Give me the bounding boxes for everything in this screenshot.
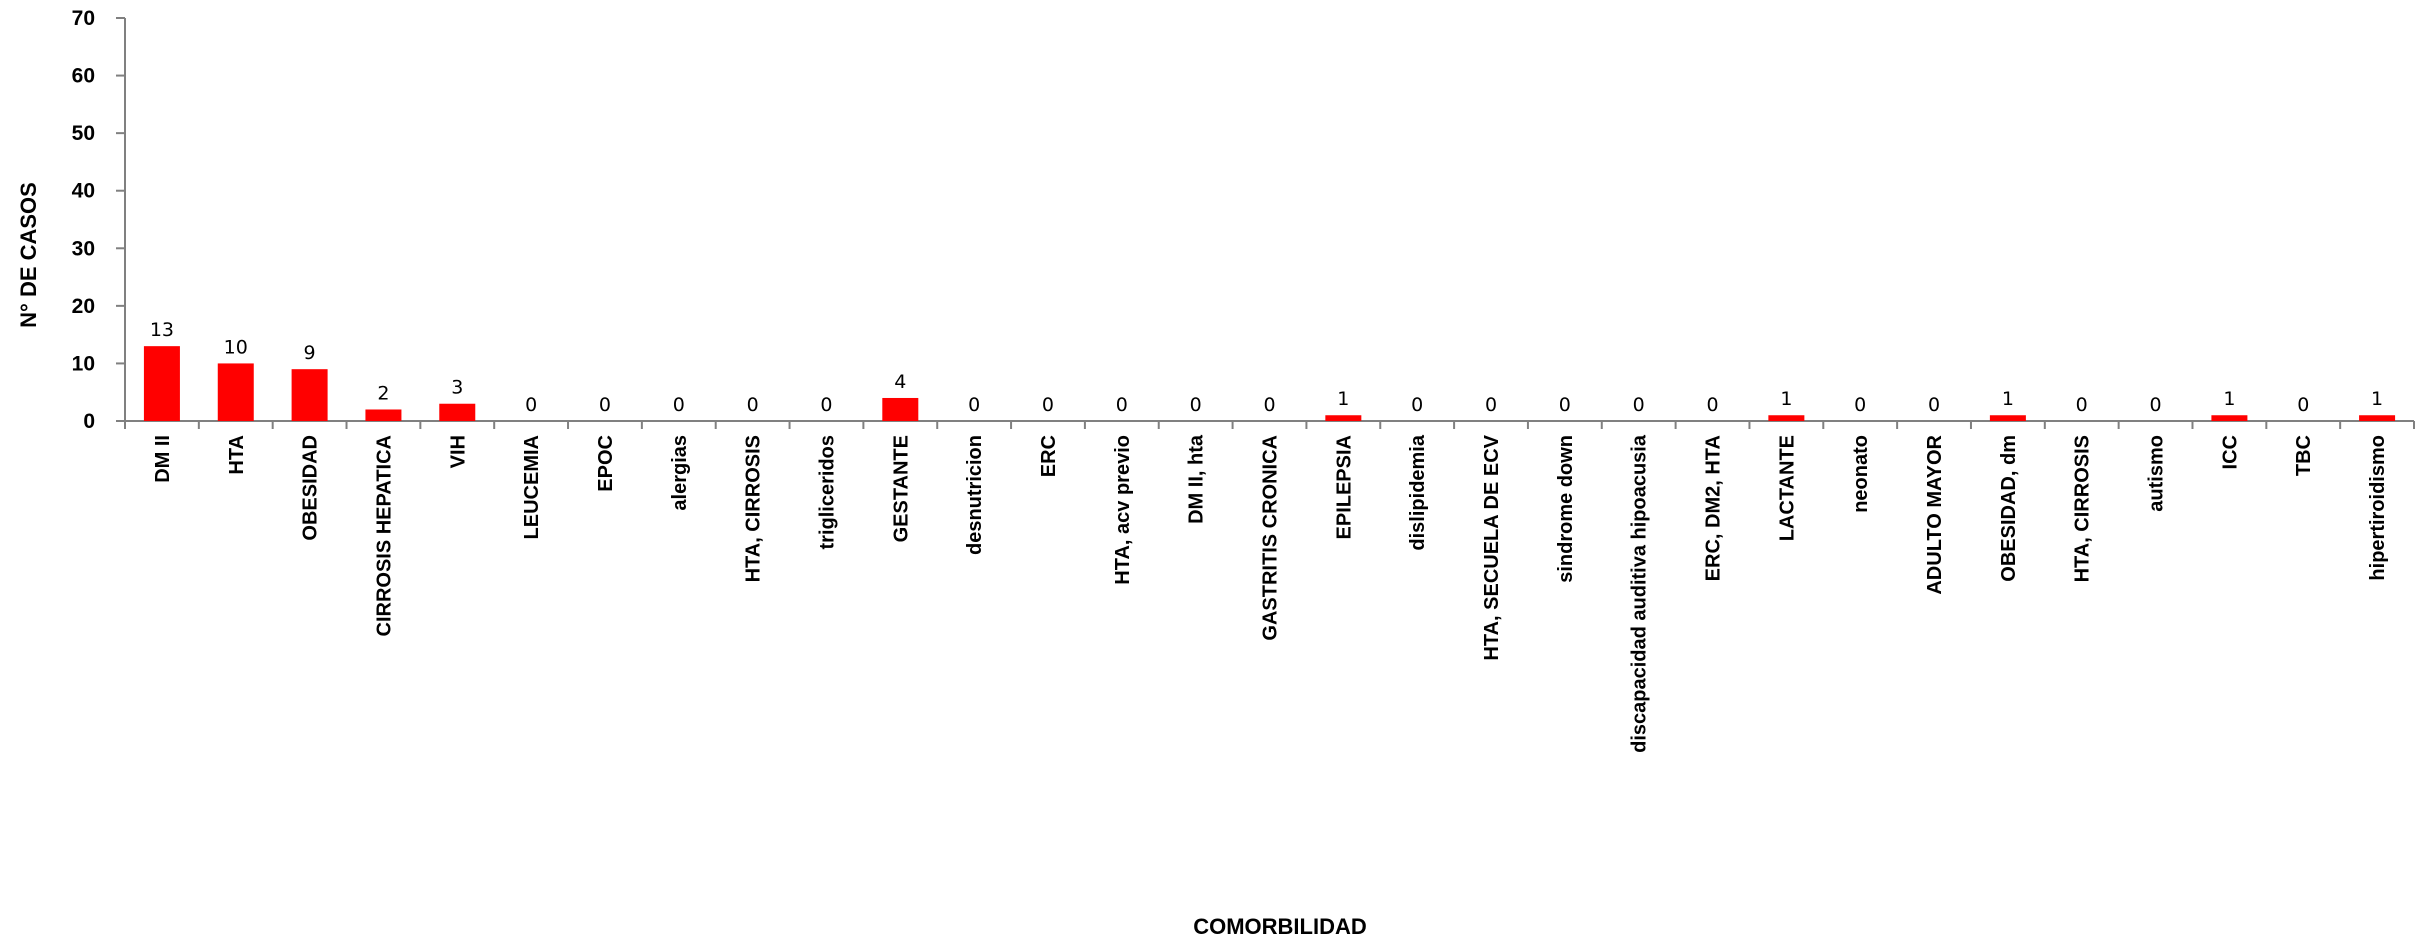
y-tick-label: 0 xyxy=(83,410,95,433)
category-label: trigliceridos xyxy=(816,435,838,549)
data-label: 0 xyxy=(525,394,537,416)
data-label: 1 xyxy=(1337,388,1349,410)
data-label: 1 xyxy=(2002,388,2014,410)
x-axis-title: COMORBILIDAD xyxy=(1193,914,1367,939)
bar xyxy=(291,369,328,421)
data-label: 0 xyxy=(1263,394,1275,416)
data-label: 0 xyxy=(599,394,611,416)
category-label: LEUCEMIA xyxy=(521,435,543,539)
y-tick-label: 60 xyxy=(72,65,95,88)
category-label: discapacidad auditiva hipoacusia xyxy=(1629,434,1651,753)
data-label: 0 xyxy=(747,394,759,416)
y-tick-label: 50 xyxy=(72,122,95,145)
category-label: OBESIDAD, dm xyxy=(1998,435,2020,582)
data-label: 0 xyxy=(1116,394,1128,416)
category-label: ERC xyxy=(1038,435,1060,477)
y-axis: 0 10 20 30 40 50 60 70 xyxy=(72,7,126,433)
data-label: 0 xyxy=(1706,394,1718,416)
data-label: 0 xyxy=(2076,394,2088,416)
x-axis xyxy=(124,420,2415,429)
bar xyxy=(2359,415,2396,421)
y-tick-label: 30 xyxy=(72,237,95,260)
data-label: 0 xyxy=(1485,394,1497,416)
data-label: 13 xyxy=(150,319,174,341)
category-label: sindrome down xyxy=(1555,435,1577,583)
y-axis-title: N° DE CASOS xyxy=(16,182,41,328)
bar xyxy=(2211,415,2248,421)
bar xyxy=(1989,415,2026,421)
category-label: neonato xyxy=(1850,435,1872,513)
category-labels: DM II HTA OBESIDAD CIRROSIS HEPATICA VIH LEUC… xyxy=(152,434,2389,753)
y-tick-label: 20 xyxy=(72,295,95,318)
category-label: OBESIDAD xyxy=(300,435,322,541)
data-label: 4 xyxy=(894,371,906,393)
data-label: 10 xyxy=(224,336,248,358)
category-label: dislipidemia xyxy=(1407,434,1429,550)
category-label: HTA, CIRROSIS xyxy=(743,435,765,582)
data-label: 2 xyxy=(377,382,389,404)
data-label: 0 xyxy=(1633,394,1645,416)
bar xyxy=(143,346,180,421)
category-label: GASTRITIS CRONICA xyxy=(1260,435,1282,641)
category-label: HTA, acv previo xyxy=(1112,435,1134,585)
category-label: CIRROSIS HEPATICA xyxy=(373,435,395,637)
category-label: ERC, DM2, HTA xyxy=(1703,435,1725,581)
category-label: EPOC xyxy=(595,435,617,492)
category-label: HTA, SECUELA DE ECV xyxy=(1481,434,1503,660)
category-label: VIH xyxy=(447,435,469,468)
category-label: EPILEPSIA xyxy=(1333,435,1355,539)
category-label: HTA xyxy=(226,435,248,475)
data-label: 0 xyxy=(673,394,685,416)
category-label: HTA, CIRROSIS xyxy=(2072,435,2094,582)
category-label: ADULTO MAYOR xyxy=(1924,434,1946,594)
data-label: 1 xyxy=(2371,388,2383,410)
data-label: 0 xyxy=(1042,394,1054,416)
data-label: 0 xyxy=(1559,394,1571,416)
bar xyxy=(217,363,254,421)
category-label: TBC xyxy=(2293,435,2315,476)
data-label: 0 xyxy=(1928,394,1940,416)
y-tick-label: 10 xyxy=(72,352,95,375)
data-label: 0 xyxy=(1854,394,1866,416)
category-label: ICC xyxy=(2219,435,2241,469)
data-label: 1 xyxy=(1780,388,1792,410)
category-label: desnutricion xyxy=(964,435,986,555)
y-tick-label: 40 xyxy=(72,180,95,203)
category-label: LACTANTE xyxy=(1776,435,1798,541)
data-label: 0 xyxy=(2150,394,2162,416)
data-label: 0 xyxy=(2297,394,2309,416)
category-label: DM II xyxy=(152,435,174,483)
bar xyxy=(1768,415,1805,421)
category-label: autismo xyxy=(2146,435,2168,512)
bar xyxy=(365,409,402,421)
data-label: 1 xyxy=(2223,388,2235,410)
data-label: 3 xyxy=(451,377,463,399)
data-label: 0 xyxy=(1411,394,1423,416)
y-tick-label: 70 xyxy=(72,7,95,30)
bar xyxy=(439,403,476,421)
bar xyxy=(1325,415,1362,421)
data-label: 0 xyxy=(968,394,980,416)
data-label: 9 xyxy=(304,342,316,364)
bars xyxy=(143,346,2396,421)
category-label: alergias xyxy=(669,435,691,511)
category-label: hipertiroidismo xyxy=(2367,435,2389,581)
data-label: 0 xyxy=(1190,394,1202,416)
bar xyxy=(882,397,919,421)
data-label: 0 xyxy=(820,394,832,416)
category-label: DM II, hta xyxy=(1186,434,1208,524)
category-label: GESTANTE xyxy=(890,435,912,542)
